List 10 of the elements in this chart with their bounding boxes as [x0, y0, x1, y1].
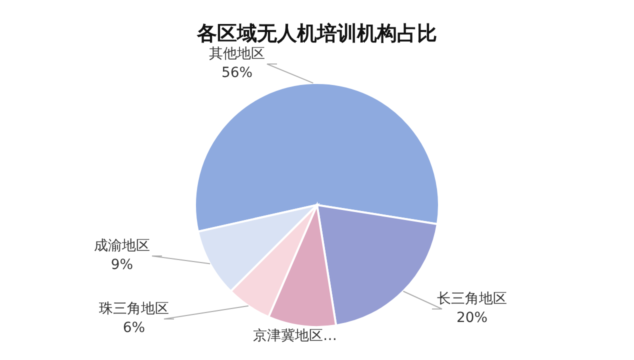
chart-title: 各区域无人机培训机构占比: [196, 21, 437, 45]
data-label: 6%: [122, 320, 146, 336]
slice-label: 长三角地区: [437, 291, 507, 307]
data-label: 20%: [456, 310, 488, 326]
slice-label: 其他地区: [209, 46, 265, 62]
data-label: 56%: [221, 65, 253, 81]
slice-label: 成渝地区: [94, 238, 150, 254]
slice-label: 京津冀地区…: [253, 328, 337, 344]
slice-label: 珠三角地区: [99, 301, 169, 317]
data-label: 9%: [110, 257, 134, 273]
